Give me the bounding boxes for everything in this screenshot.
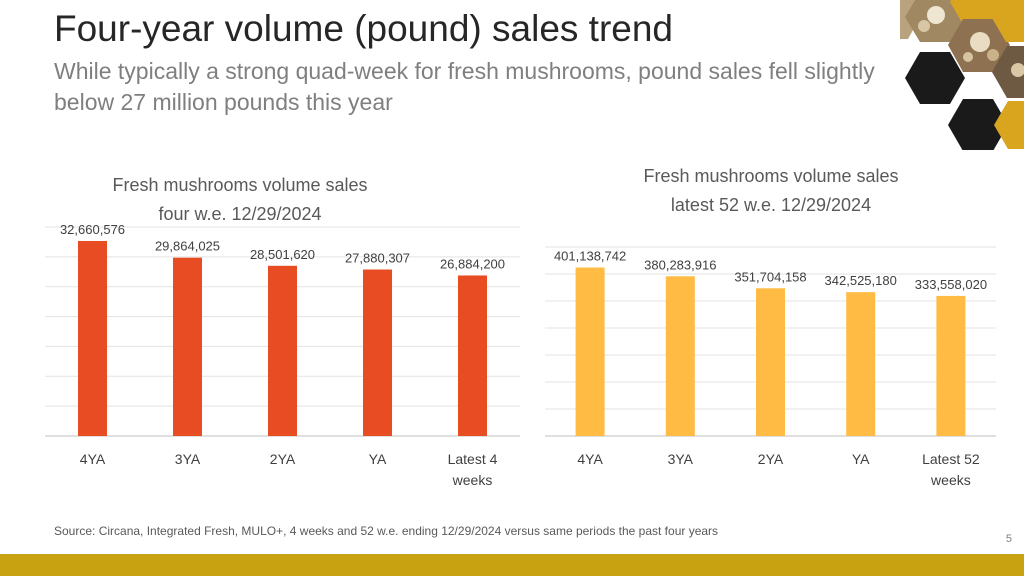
chart-52-week-volume: Fresh mushrooms volume sales latest 52 w.…: [540, 158, 1010, 495]
bar: [363, 269, 392, 436]
category-label: 2YA: [758, 451, 784, 467]
category-label: 4YA: [80, 451, 106, 467]
bar: [665, 276, 695, 436]
bar-value-label: 26,884,200: [440, 256, 505, 271]
gold-hexagon: [992, 0, 1024, 42]
chart-four-week-volume: Fresh mushrooms volume sales four w.e. 12…: [40, 165, 530, 495]
bar: [936, 295, 966, 436]
chart-52-week-svg: Fresh mushrooms volume sales latest 52 w.…: [545, 166, 996, 488]
bar: [575, 267, 605, 436]
bar: [173, 257, 202, 436]
footer-accent-bar: [0, 554, 1024, 576]
category-label: weeks: [930, 472, 971, 488]
category-label: 4YA: [577, 451, 603, 467]
category-label: 3YA: [175, 451, 201, 467]
bar-value-label: 27,880,307: [345, 251, 410, 266]
chart-four-week-svg: Fresh mushrooms volume sales four w.e. 12…: [45, 175, 520, 488]
bar: [756, 288, 785, 436]
bar: [458, 275, 487, 436]
category-label: Latest 4: [448, 451, 498, 467]
bar-value-label: 342,525,180: [825, 273, 897, 288]
category-label: 2YA: [270, 451, 296, 467]
page-title: Four-year volume (pound) sales trend: [54, 8, 674, 49]
dark-hexagon: [905, 52, 965, 104]
category-label: 3YA: [668, 451, 694, 467]
chart-title-line: Fresh mushrooms volume sales: [643, 166, 898, 186]
page-number: 5: [1005, 533, 1012, 545]
bar-value-label: 401,138,742: [554, 249, 626, 264]
gold-hexagon: [994, 101, 1024, 149]
chart-title-line: Fresh mushrooms volume sales: [112, 175, 367, 195]
category-label: YA: [852, 451, 870, 467]
mushroom-hexagon-decoration: [900, 0, 1024, 150]
bar-value-label: 29,864,025: [155, 239, 220, 254]
category-label: weeks: [452, 472, 493, 488]
source-note: Source: Circana, Integrated Fresh, MULO+…: [54, 524, 719, 538]
bar-value-label: 333,558,020: [915, 277, 987, 292]
chart-title-line: four w.e. 12/29/2024: [158, 204, 321, 224]
category-label: Latest 52: [922, 451, 980, 467]
bar: [268, 265, 297, 436]
chart-title-line: latest 52 w.e. 12/29/2024: [671, 195, 871, 215]
category-label: YA: [369, 451, 387, 467]
bar-value-label: 380,283,916: [644, 257, 716, 272]
dark-hexagon: [948, 99, 1008, 150]
bar-value-label: 351,704,158: [734, 269, 806, 284]
bar: [78, 240, 107, 436]
page-subtitle: While typically a strong quad-week for f…: [54, 58, 875, 115]
bar-value-label: 32,660,576: [60, 222, 125, 237]
mushroom-photo-hexagon: [992, 46, 1024, 98]
bar: [846, 292, 876, 436]
bar-value-label: 28,501,620: [250, 247, 315, 262]
